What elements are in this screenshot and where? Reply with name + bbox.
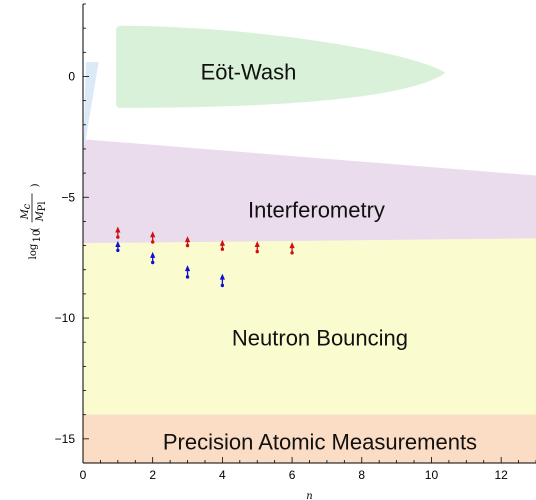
series-1-arrowhead-6	[289, 242, 295, 249]
series-1-arrowhead-3	[184, 236, 191, 243]
series-1-point-3	[185, 243, 190, 248]
region-precision-atomic-measurements	[83, 414, 536, 463]
series-2-point-2	[150, 260, 155, 265]
series-2-arrowhead-3	[184, 265, 191, 272]
region-labels-layer: Eöt-Wash Interferometry Neutron Bouncing Pr…	[163, 60, 477, 455]
region-label-e-t-wash: Eöt-Wash	[201, 60, 297, 85]
region-small-constraint	[83, 61, 99, 157]
x-tick-label: 12	[494, 468, 508, 482]
y-axis-title-lparen: (	[30, 227, 41, 231]
x-tick-label: 2	[149, 468, 156, 482]
region-neutron-bouncing	[83, 238, 536, 415]
region-label-neutron-bouncing: Neutron Bouncing	[232, 325, 408, 350]
y-axis-title-num-sub: c	[22, 203, 33, 209]
y-axis-title-fn: log	[28, 243, 39, 259]
x-tick-label: 0	[80, 468, 87, 482]
series-1-arrowhead-1	[115, 226, 121, 233]
axes-layer: 0 2 4 6 8 10 12 0 −5 −10 −15	[55, 3, 536, 482]
series-1-arrowhead-4	[219, 239, 225, 246]
x-tick-label: 8	[358, 468, 365, 482]
series-1-arrowhead-2	[150, 231, 156, 238]
series-2-arrowhead-4	[219, 273, 225, 280]
series-1-point-6	[290, 251, 294, 255]
series-1-arrowhead-5	[254, 240, 260, 247]
x-tick-label: 6	[289, 468, 296, 482]
series-2-arrowhead-2	[150, 251, 156, 258]
y-axis-title-sub: 10	[32, 230, 43, 243]
data-points-layer	[115, 226, 295, 288]
y-axis-title-rparen: )	[30, 183, 41, 187]
y-tick-label: −5	[61, 190, 75, 204]
region-label-interferometry: Interferometry	[248, 197, 385, 222]
series-2-point-4	[220, 283, 225, 288]
y-axis-title-den: M	[35, 210, 46, 222]
y-tick-label: −15	[55, 432, 76, 446]
x-tick-label: 4	[219, 468, 226, 482]
x-tick-label: 10	[425, 468, 439, 482]
region-label-precision-atomic-measurements: Precision Atomic Measurements	[163, 429, 477, 454]
series-2-point-3	[185, 275, 190, 279]
series-1-point-1	[116, 235, 120, 239]
x-axis-title: n	[306, 491, 312, 500]
series-1-point-4	[220, 247, 225, 251]
y-tick-label: −10	[55, 311, 76, 325]
y-tick-label: 0	[68, 69, 75, 83]
y-axis-title-num: M	[20, 208, 31, 220]
series-1-point-2	[150, 240, 155, 244]
region-eot-wash	[116, 25, 446, 108]
region-layer	[83, 25, 536, 463]
y-axis-title-den-sub: Pl	[37, 201, 48, 211]
series-2-arrowhead-1	[115, 240, 121, 247]
series-1-point-5	[255, 249, 259, 254]
series-2-point-1	[116, 248, 120, 253]
